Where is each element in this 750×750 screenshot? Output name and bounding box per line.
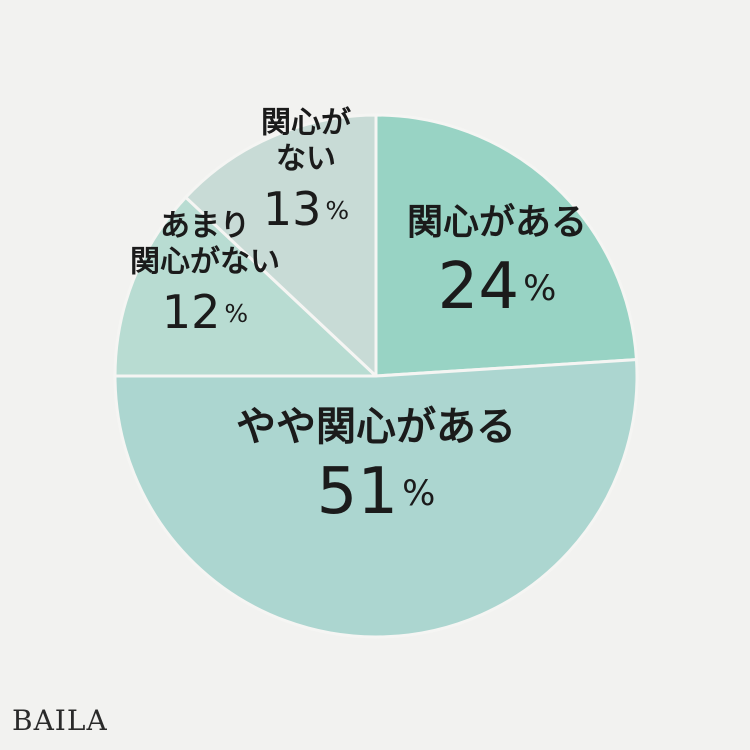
slice-value-label: 13%: [263, 182, 349, 236]
pie-slice: [374, 113, 638, 378]
slice-label-group: やや関心がある 51%: [236, 404, 516, 529]
brand-logo: BAILA: [12, 704, 108, 737]
slice-value-label: 24%: [438, 250, 557, 324]
slice-label-group: 関心がある 24%: [407, 202, 587, 324]
pie-slice: [113, 195, 378, 378]
slice-label-group: 関心がない 13%: [261, 106, 351, 236]
slice-category-label: 関心がない: [130, 245, 280, 280]
slice-category-label: やや関心がある: [236, 404, 516, 450]
slice-value-label: 12%: [162, 285, 248, 339]
slice-value-label: 51%: [317, 455, 436, 529]
pie-slice: [184, 113, 378, 378]
slice-category-label: 関心が: [261, 106, 351, 141]
slice-category-label: 関心がある: [407, 202, 587, 243]
slice-category-label: ない: [276, 142, 336, 177]
slice-category-label: あまり: [160, 209, 250, 244]
pie-slice: [113, 358, 639, 639]
